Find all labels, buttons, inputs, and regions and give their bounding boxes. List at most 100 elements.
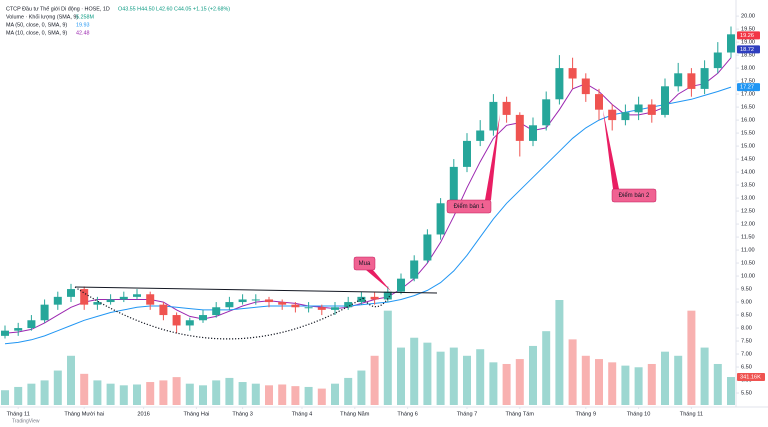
legend-indicator: Volume · Khối lượng (SMA, 9) (6, 14, 78, 20)
y-tick-label: 13.50 (741, 183, 755, 189)
candle-body (555, 68, 564, 100)
x-tick-label: Tháng 10 (627, 411, 651, 417)
volume-bar (647, 363, 656, 405)
volume-bar (383, 310, 392, 405)
plot (1, 26, 735, 405)
candle-body (331, 307, 339, 310)
y-tick-label: 8.50 (741, 313, 752, 319)
volume-bar (595, 359, 603, 405)
volume-bar (80, 373, 89, 405)
annotation: Điểm bán 1 (454, 203, 485, 210)
volume-bar (581, 355, 590, 405)
y-tick-label: 11.00 (741, 248, 755, 254)
candle-body (146, 294, 155, 305)
volume-bar (436, 351, 445, 405)
candle-body (647, 104, 656, 115)
candle-body (1, 330, 9, 336)
candle-body (621, 112, 630, 121)
volume-bar (93, 380, 102, 405)
volume-bar (634, 367, 643, 405)
legend-indicator: MA (50, close, 0, SMA, 9) (6, 22, 67, 28)
annotation-box (446, 199, 492, 214)
y-tick-label: 9.50 (741, 287, 752, 293)
y-tick-label: 17.00 (741, 92, 755, 98)
y-tick-label: 15.00 (741, 144, 755, 150)
volume-bar (199, 385, 207, 405)
y-tick-label: 11.50 (741, 235, 755, 241)
candle-body (687, 73, 696, 89)
volume-bar (423, 342, 432, 405)
volume-bar (67, 355, 75, 405)
annotation-pointer (485, 114, 500, 200)
volume-bar (40, 380, 49, 405)
candle-body (542, 99, 551, 126)
volume-bar (304, 386, 313, 405)
volume-bar (133, 384, 141, 405)
price-label: 17.27 (740, 85, 754, 91)
volume-bar (370, 355, 379, 405)
candle-body (370, 296, 379, 300)
volume-bar (449, 347, 458, 405)
volume-bar (159, 380, 168, 405)
resistance-line (74, 286, 438, 294)
y-tick-label: 14.00 (741, 170, 755, 176)
y-tick-label: 15.50 (741, 131, 755, 137)
logo: TradingView (12, 418, 40, 424)
candle-body (449, 166, 458, 204)
volume-bar (700, 347, 709, 405)
candle-body (581, 78, 590, 95)
volume-bar (687, 310, 696, 405)
candle-body (133, 294, 141, 297)
candle-body (212, 307, 221, 316)
volume-bar (555, 300, 564, 405)
y-tick-label: 17.50 (741, 79, 755, 85)
legend-indicator-value: 19.93 (76, 22, 90, 28)
volume-bar (172, 377, 181, 405)
volume-bar (463, 355, 471, 405)
volume-bar (621, 365, 630, 405)
volume-bar (265, 385, 273, 405)
volume-bar (542, 331, 551, 405)
x-tick-label: Tháng 3 (232, 411, 253, 417)
candle-body (159, 304, 168, 316)
candle-body (700, 68, 709, 89)
price-label-box (737, 31, 760, 40)
volume-bar (225, 377, 234, 405)
price-label-box (737, 45, 760, 54)
candle-body (634, 104, 643, 113)
y-tick-label: 12.00 (741, 222, 755, 228)
x-tick-label: Tháng 11 (7, 411, 30, 417)
candle-body (674, 73, 683, 87)
y-tick-label: 19.00 (741, 40, 755, 46)
y-tick-label: 18.50 (741, 53, 755, 59)
volume-bar (1, 390, 9, 405)
candle-body (476, 130, 485, 141)
annotation: Mua (359, 261, 371, 267)
candle-body (489, 101, 498, 131)
volume-bar (713, 363, 722, 405)
volume-bar (14, 386, 23, 405)
candle-body (172, 315, 181, 326)
candle-body (40, 304, 49, 321)
volume-bar (317, 388, 326, 405)
y-tick-label: 20.00 (741, 14, 755, 20)
x-tick-label: Tháng 9 (576, 411, 597, 417)
candle-body (238, 299, 247, 303)
y-tick-label: 8.00 (741, 326, 752, 332)
volume-bar (476, 349, 485, 405)
x-tick-label: 2016 (137, 411, 149, 417)
candle-body (27, 320, 36, 329)
price-label: 19.26 (740, 33, 754, 39)
volume-bar (674, 355, 683, 405)
volume-bar (185, 383, 194, 405)
volume-bar (344, 377, 353, 405)
candle-body (119, 296, 128, 300)
candle-body (463, 140, 471, 167)
volume-label-box (737, 373, 765, 382)
candle-body (14, 328, 23, 331)
x-tick-label: Tháng Năm (340, 411, 370, 417)
moving-average-line (4, 57, 732, 334)
volume-bar (278, 384, 287, 405)
candle-body (53, 296, 62, 305)
